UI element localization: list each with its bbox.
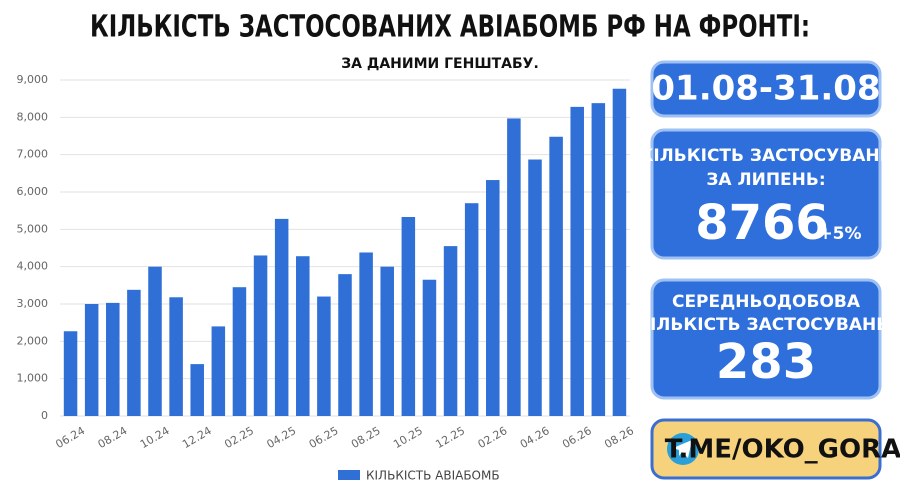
bar [169, 297, 183, 416]
channel: T.ME/OKO_GORA [665, 435, 900, 465]
bar [84, 304, 99, 416]
x-tick-label: 10.25 [391, 424, 425, 451]
bar [190, 364, 204, 416]
bar [148, 266, 162, 416]
monthly-change: +5% [818, 224, 861, 244]
x-tick-label: 12.24 [180, 424, 214, 451]
bar [422, 279, 437, 416]
panel-text: КІЛЬКІСТЬ ЗАСТОСУВАНЬ: [636, 315, 896, 335]
bar [317, 296, 331, 416]
x-tick-label: 08.25 [349, 424, 383, 451]
chart-title: КІЛЬКІСТЬ ЗАСТОСОВАНИХ АВІАБОМБ РФ НА ФР… [90, 10, 810, 45]
x-tick-label: 06.24 [53, 424, 87, 451]
legend-swatch [338, 470, 360, 480]
y-tick-label: 9,000 [17, 73, 49, 86]
bar [63, 331, 78, 416]
bar [338, 274, 352, 416]
chart-subtitle: ЗА ДАНИМИ ГЕНШТАБУ. [341, 56, 539, 72]
bar [127, 289, 141, 416]
x-tick-label: 02.26 [476, 424, 510, 451]
daily-value: 283 [716, 334, 816, 390]
bar [549, 136, 563, 416]
y-tick-label: 2,000 [17, 334, 49, 347]
y-tick-label: 6,000 [17, 185, 49, 198]
y-tick-label: 7,000 [17, 148, 49, 161]
bar [591, 103, 606, 416]
bar [401, 217, 416, 416]
y-tick-label: 0 [41, 409, 48, 422]
bar [380, 266, 394, 416]
panel-text: ЗА ЛИПЕНЬ: [706, 170, 825, 190]
bar [296, 256, 310, 416]
daily-panel [650, 278, 882, 400]
y-tick-label: 1,000 [17, 372, 49, 385]
y-tick-label: 3,000 [17, 297, 49, 310]
x-tick-label: 06.26 [560, 424, 594, 451]
panel-text: КІЛЬКІСТЬ ЗАСТОСУВАНЬ [639, 146, 892, 166]
bar [359, 252, 373, 416]
x-tick-label: 02.25 [222, 424, 256, 451]
bar [211, 326, 226, 416]
channel-panel [650, 418, 882, 480]
bar [570, 106, 584, 416]
monthly-panel [650, 128, 882, 260]
y-tick-label: 8,000 [17, 110, 49, 123]
telegram-plane [673, 440, 692, 458]
bar [486, 180, 500, 416]
legend-label: КІЛЬКІСТЬ АВІАБОМБ [366, 469, 500, 483]
y-tick-label: 4,000 [17, 260, 49, 273]
x-tick-label: 06.25 [307, 424, 341, 451]
bar [253, 255, 268, 416]
bar [443, 246, 458, 416]
bar [274, 218, 289, 416]
x-tick-label: 12.25 [433, 424, 467, 451]
period-panel [650, 60, 882, 118]
bar [232, 287, 247, 416]
period: 01.08-31.08 [651, 69, 880, 109]
x-tick-label: 04.26 [518, 424, 552, 451]
bar [612, 88, 627, 417]
y-tick-label: 5,000 [17, 222, 49, 235]
x-tick-label: 04.25 [265, 424, 299, 451]
monthly-value: 8766 [695, 195, 829, 251]
bar [528, 159, 542, 416]
x-tick-label: 08.26 [602, 424, 636, 451]
bar [507, 118, 521, 416]
x-tick-label: 08.24 [96, 424, 130, 451]
panel-text: СЕРЕДНЬОДОБОВА [672, 292, 861, 312]
x-tick-label: 10.24 [138, 424, 172, 451]
bar [464, 203, 479, 416]
bar [106, 302, 120, 416]
